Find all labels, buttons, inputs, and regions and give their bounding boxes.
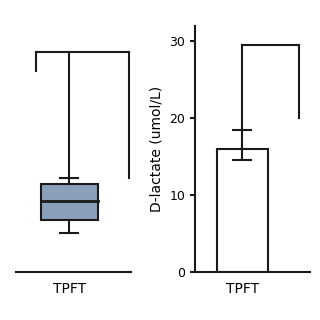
- Y-axis label: D-lactate (umol/L): D-lactate (umol/L): [150, 86, 164, 212]
- Polygon shape: [217, 149, 268, 272]
- Polygon shape: [41, 184, 98, 220]
